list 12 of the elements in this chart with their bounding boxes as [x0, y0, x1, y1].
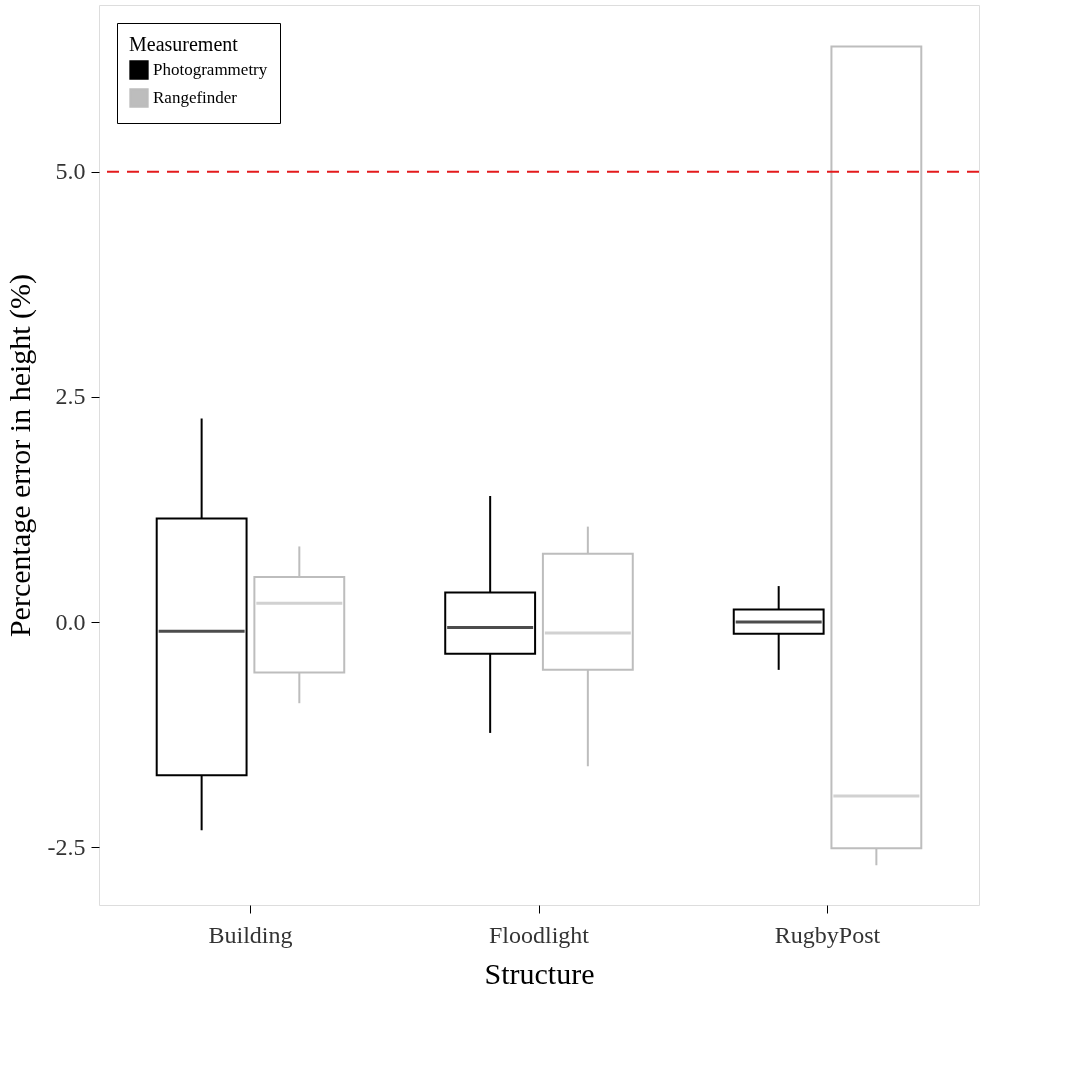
legend-label: Rangefinder — [153, 88, 238, 107]
legend-label: Photogrammetry — [153, 60, 268, 79]
y-tick-label: 0.0 — [55, 608, 86, 635]
y-tick-label: 2.5 — [55, 383, 86, 410]
x-axis-title: Structure — [484, 956, 595, 990]
legend-title: Measurement — [129, 33, 239, 55]
x-tick-label: Floodlight — [488, 921, 590, 948]
x-tick-label: Building — [208, 921, 293, 948]
y-axis-title: Percentage error in height (%) — [2, 273, 37, 638]
y-tick-label: -2.5 — [47, 833, 86, 860]
x-tick-label: RugbyPost — [774, 921, 881, 948]
y-tick-label: 5.0 — [55, 158, 86, 185]
